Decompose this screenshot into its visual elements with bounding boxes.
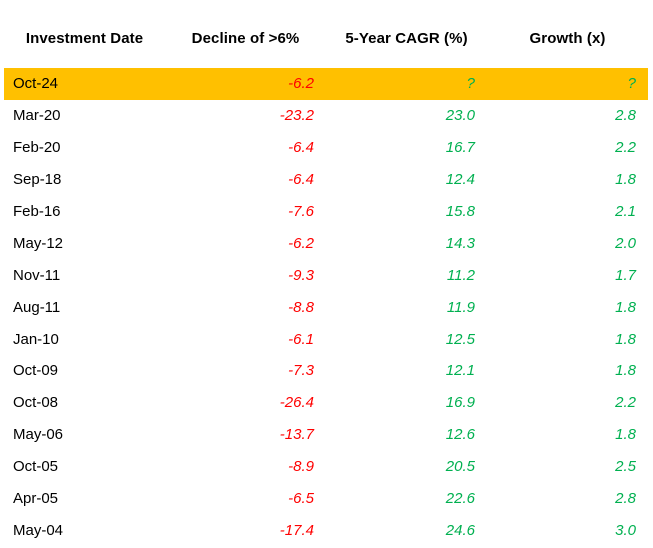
cell-investment-date: May-12 [13,234,64,252]
cell-investment-date: Feb-20 [13,139,61,157]
cell-decline: -6.1 [288,330,314,348]
cell-decline: -7.3 [288,362,314,380]
cell-growth: 1.8 [615,171,636,189]
cell-cagr: 15.8 [445,203,475,220]
table-row: Oct-05 -8.9 20.5 2.5 [4,451,648,483]
cell-growth: 2.2 [615,139,636,157]
column-header-decline: Decline of >6% [191,29,300,47]
cell-cagr: 11.2 [446,266,475,284]
cell-decline: -13.7 [279,426,314,444]
cell-investment-date: May-06 [13,426,64,444]
cell-cagr: 23.0 [445,107,475,125]
column-header-cagr: 5-Year CAGR (%) [345,29,468,47]
cell-cagr: 20.5 [445,458,475,476]
highlighted-row: Oct-24 -6.2 ? ? [4,68,648,100]
cell-growth: 3.0 [615,521,636,539]
table-row: Oct-09 -7.3 12.1 1.8 [4,355,648,387]
cell-investment-date: Oct-08 [13,394,59,412]
table-row: May-12 -6.2 14.3 2.0 [4,227,648,259]
cell-decline: -8.8 [288,298,314,316]
cell-growth: 1.7 [615,266,636,284]
cell-growth: 1.8 [615,298,636,316]
cell-cagr: 24.6 [445,521,475,539]
cell-cagr: 12.6 [445,426,475,444]
column-header-investment-date: Investment Date [25,29,144,47]
cell-cagr: 12.4 [445,171,475,189]
cell-decline: -6.4 [288,139,314,157]
table-row: Aug-11 -8.8 11.9 1.8 [4,291,648,323]
cell-cagr: 16.7 [445,139,475,157]
cell-growth: 1.8 [615,362,636,380]
cell-decline: -6.2 [288,234,314,252]
cell-decline: -23.2 [279,107,314,125]
table-row: Mar-20 -23.2 23.0 2.8 [4,100,648,132]
cell-decline: -8.9 [288,458,314,476]
cell-investment-date: Oct-05 [13,458,59,476]
cell-investment-date: Feb-16 [13,203,61,220]
cell-growth: 2.1 [615,203,636,220]
cell-cagr: ? [326,68,487,100]
cell-decline: -6.2 [165,68,326,100]
cell-investment-date: Nov-11 [13,266,61,284]
cell-decline: -9.3 [288,266,314,284]
cell-decline: -17.4 [279,521,314,539]
cell-cagr: 11.9 [446,298,475,316]
table-row: Nov-11 -9.3 11.2 1.7 [4,259,648,291]
table-row: Feb-20 -6.4 16.7 2.2 [4,132,648,164]
cell-investment-date: Oct-24 [4,68,165,100]
table-row: May-04 -17.4 24.6 3.0 [4,514,648,546]
table-row: May-06 -13.7 12.6 1.8 [4,419,648,451]
cell-growth: 2.0 [615,234,636,252]
cell-investment-date: Aug-11 [13,298,61,316]
cell-growth: 2.8 [615,107,636,125]
table-row: Sep-18 -6.4 12.4 1.8 [4,164,648,196]
cell-cagr: 16.9 [445,394,475,412]
cell-investment-date: Apr-05 [13,490,59,508]
column-header-growth: Growth (x) [529,29,606,47]
cell-growth: 2.2 [615,394,636,412]
cell-cagr: 12.5 [445,330,475,348]
cell-decline: -6.4 [288,171,314,189]
cell-decline: -7.6 [288,203,314,220]
cell-investment-date: Jan-10 [13,330,59,348]
cell-investment-date: Sep-18 [13,171,62,189]
table-row: Jan-10 -6.1 12.5 1.8 [4,323,648,355]
cell-investment-date: Mar-20 [13,107,61,125]
cell-investment-date: May-04 [13,521,64,539]
returns-table-container: Investment Date Decline of >6% 5-Year CA… [4,0,648,546]
table-body: Oct-24 -6.2 ? ? Mar-20 -23.2 23.0 2.8 Fe… [4,68,648,546]
cell-growth: ? [487,68,648,100]
cell-cagr: 14.3 [445,234,475,252]
cell-growth: 1.8 [615,426,636,444]
cell-cagr: 22.6 [445,490,475,508]
cell-growth: 2.5 [615,458,636,476]
cell-cagr: 12.1 [445,362,475,380]
table-header: Investment Date Decline of >6% 5-Year CA… [4,0,648,68]
returns-table: Investment Date Decline of >6% 5-Year CA… [4,0,648,546]
cell-growth: 2.8 [615,490,636,508]
cell-decline: -26.4 [279,394,314,412]
table-row: Feb-16 -7.6 15.8 2.1 [4,196,648,228]
cell-investment-date: Oct-09 [13,362,59,380]
cell-decline: -6.5 [288,490,314,508]
table-row: Oct-08 -26.4 16.9 2.2 [4,387,648,419]
header-row: Investment Date Decline of >6% 5-Year CA… [4,0,648,68]
cell-growth: 1.8 [615,330,636,348]
table-row: Apr-05 -6.5 22.6 2.8 [4,483,648,515]
